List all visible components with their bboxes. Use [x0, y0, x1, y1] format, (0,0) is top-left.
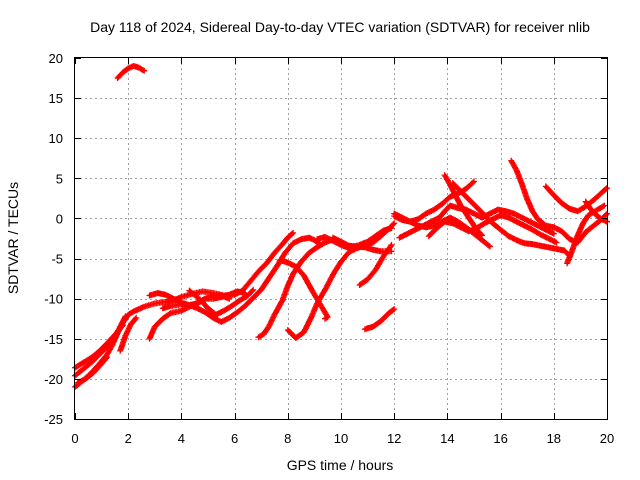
plus-markers	[508, 157, 610, 246]
series-track-24	[508, 157, 610, 246]
x-tick-label: 20	[600, 431, 614, 446]
x-tick-label: 2	[125, 431, 132, 446]
grid-lines	[75, 58, 607, 419]
plus-markers	[356, 241, 395, 288]
y-tick-label: -5	[51, 252, 63, 267]
y-tick-label: 5	[56, 171, 63, 186]
series-track-16	[356, 241, 395, 288]
plus-markers	[276, 257, 331, 322]
y-tick-label: 15	[49, 91, 63, 106]
series-track-23	[449, 180, 573, 260]
plus-markers	[117, 314, 140, 354]
y-tick-label: -25	[44, 412, 63, 427]
plus-markers	[361, 306, 398, 333]
plus-markers	[186, 286, 257, 318]
plot-frame	[74, 57, 608, 420]
series-track-17	[361, 306, 398, 333]
series-track-22	[441, 172, 485, 239]
x-tick-label: 16	[493, 431, 507, 446]
plus-markers	[449, 180, 573, 260]
x-tick-label: 14	[440, 431, 454, 446]
y-tick-label: 20	[49, 51, 63, 66]
plus-markers	[441, 172, 485, 239]
y-tick-label: 10	[49, 131, 63, 146]
series-track-11	[255, 236, 336, 341]
plus-markers	[564, 202, 608, 267]
x-axis-ticks: 0 2 4 6 8 10 12 14 16 18 20	[71, 58, 614, 446]
plus-markers	[425, 212, 560, 246]
plus-markers	[74, 354, 110, 386]
series-track-27	[582, 198, 610, 225]
x-tick-label: 10	[334, 431, 348, 446]
series-track-5	[74, 354, 110, 386]
plus-markers	[582, 198, 610, 225]
y-tick-label: 0	[56, 211, 63, 226]
y-tick-label: -20	[44, 372, 63, 387]
y-tick-label: -10	[44, 292, 63, 307]
x-tick-label: 18	[547, 431, 561, 446]
series-track-10	[186, 286, 257, 318]
x-tick-label: 8	[284, 431, 291, 446]
plus-markers	[114, 63, 148, 82]
x-tick-label: 12	[387, 431, 401, 446]
chart-title: Day 118 of 2024, Sidereal Day-to-day VTE…	[90, 19, 590, 35]
series-track-12	[276, 257, 331, 322]
series-track-26	[564, 202, 608, 267]
x-tick-label: 4	[178, 431, 185, 446]
x-tick-label: 0	[71, 431, 78, 446]
y-axis-ticks: -25 -20 -15 -10 -5 0 5 10 15 20	[44, 51, 607, 427]
data-points	[72, 63, 610, 390]
y-axis-label: SDTVAR / TECUs	[5, 182, 21, 294]
series-track-1	[114, 63, 148, 82]
x-tick-label: 6	[231, 431, 238, 446]
series-track-6	[117, 314, 140, 354]
series-track-21	[425, 212, 560, 246]
y-tick-label: -15	[44, 332, 63, 347]
x-axis-label: GPS time / hours	[287, 457, 394, 473]
plus-markers	[255, 236, 336, 341]
